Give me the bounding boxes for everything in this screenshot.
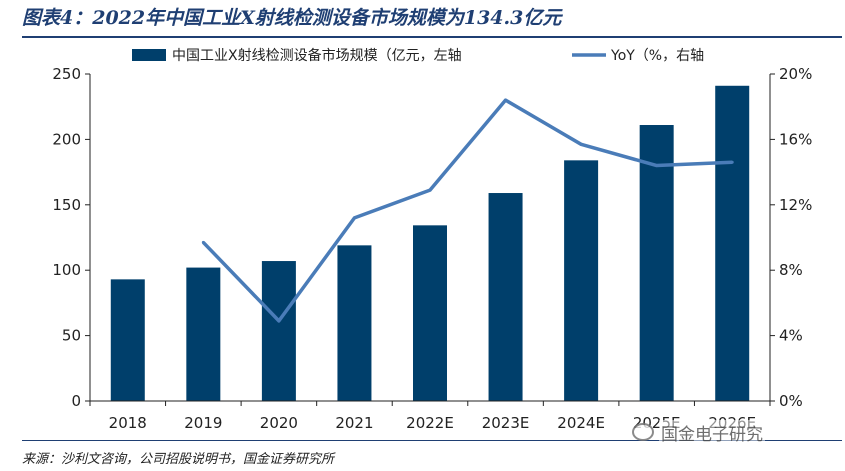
right-tick-label: 4%: [779, 327, 803, 345]
legend-swatch-bar: [132, 49, 166, 61]
left-tick-label: 150: [52, 196, 81, 214]
yoy-point-2025E: [655, 164, 659, 168]
right-tick-label: 20%: [779, 65, 812, 83]
line-series: [201, 98, 734, 323]
watermark: 国金电子研究: [632, 419, 765, 445]
x-tick-label: 2020: [260, 414, 298, 432]
bar-2024E: [564, 160, 599, 401]
title-divider: [22, 36, 842, 38]
left-tick-label: 100: [52, 261, 81, 279]
wechat-icon: [632, 423, 654, 441]
bar-2020: [261, 261, 296, 401]
bar-2021: [337, 245, 372, 401]
left-tick-label: 0: [71, 392, 81, 410]
bar-2023E: [488, 193, 523, 401]
yoy-point-2022E: [428, 188, 432, 192]
yoy-point-2024E: [579, 142, 583, 146]
bar-2019: [186, 267, 221, 401]
yoy-point-2023E: [504, 98, 508, 102]
x-tick-label: 2018: [109, 414, 147, 432]
bar-series: [110, 85, 750, 402]
figure-title: 图表4：2022年中国工业X射线检测设备市场规模为134.3亿元: [22, 7, 562, 29]
yoy-line: [202, 98, 733, 323]
yoy-point-2026E: [730, 160, 734, 164]
source-divider: [22, 440, 842, 441]
x-tick-label: 2024E: [557, 414, 605, 432]
bar-2022E: [413, 225, 447, 401]
right-tick-label: 8%: [779, 261, 803, 279]
left-tick-label: 50: [62, 327, 81, 345]
left-tick-label: 200: [52, 130, 81, 148]
x-tick-label: 2019: [184, 414, 222, 432]
bar-2018: [110, 279, 145, 401]
right-tick-label: 16%: [779, 130, 812, 148]
legend-label-line: YoY（%，右轴: [610, 48, 704, 64]
yoy-point-2019: [201, 240, 205, 244]
bar-2026E: [715, 85, 750, 401]
x-tick-label: 2022E: [406, 414, 454, 432]
legend-label-bar: 中国工业X射线检测设备市场规模（亿元，左轴: [172, 47, 462, 64]
right-tick-label: 0%: [779, 392, 803, 410]
watermark-text: 国金电子研究: [659, 419, 765, 445]
left-tick-label: 250: [52, 65, 81, 83]
legend: 中国工业X射线检测设备市场规模（亿元，左轴 YoY（%，右轴: [132, 47, 704, 64]
x-tick-label: 2021: [335, 414, 373, 432]
x-tick-label: 2023E: [482, 414, 530, 432]
right-tick-label: 12%: [779, 196, 812, 214]
bar-2025E: [639, 125, 674, 402]
source-note: 来源：沙利文咨询，公司招股说明书，国金证券研究所: [22, 452, 335, 467]
yoy-point-2021: [352, 216, 356, 220]
yoy-point-2020: [277, 319, 281, 323]
